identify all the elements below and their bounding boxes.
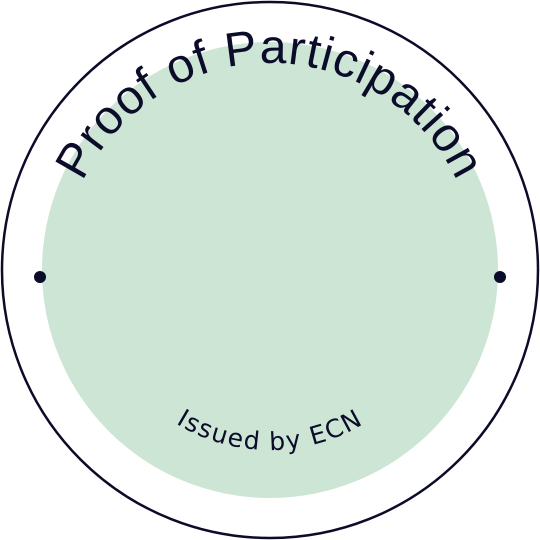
- inner-disc: [42, 42, 498, 498]
- left-dot: [34, 271, 46, 283]
- right-dot: [494, 271, 506, 283]
